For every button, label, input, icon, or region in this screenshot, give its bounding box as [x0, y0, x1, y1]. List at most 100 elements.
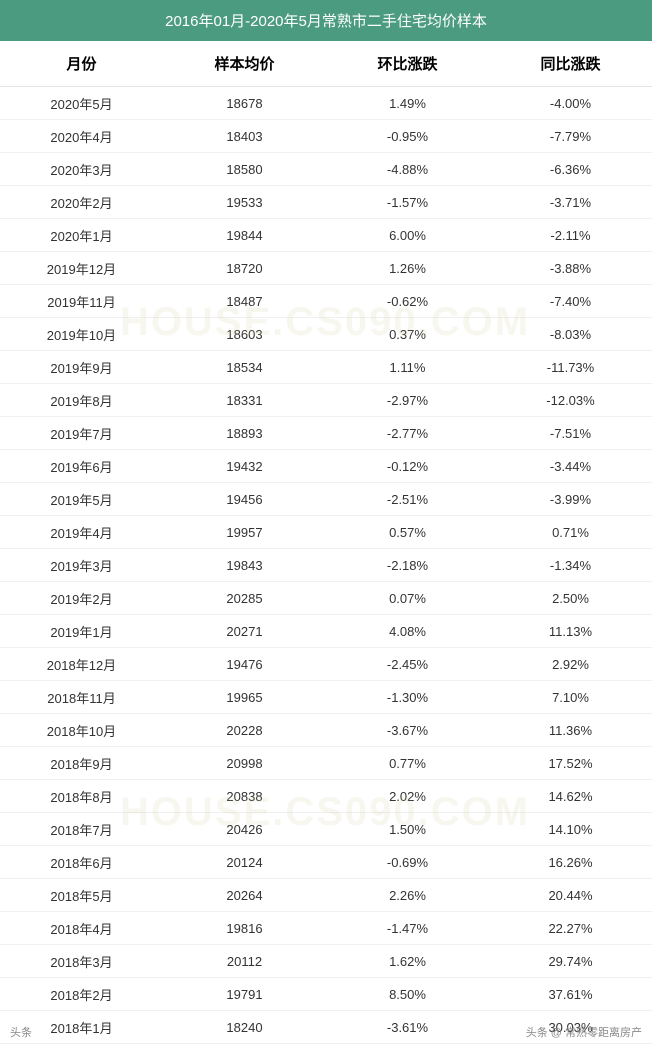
table-cell: -2.18% [326, 549, 489, 582]
table-row: 2020年3月18580-4.88%-6.36% [0, 153, 652, 186]
table-cell: 1.50% [326, 813, 489, 846]
table-cell: 29.74% [489, 945, 652, 978]
table-row: 2019年3月19843-2.18%-1.34% [0, 549, 652, 582]
table-row: 2018年7月204261.50%14.10% [0, 813, 652, 846]
table-cell: 2019年6月 [0, 450, 163, 483]
table-cell: 2019年11月 [0, 285, 163, 318]
table-cell: 2.50% [489, 582, 652, 615]
table-cell: 0.37% [326, 318, 489, 351]
table-row: 2018年11月19965-1.30%7.10% [0, 681, 652, 714]
table-cell: -8.03% [489, 318, 652, 351]
table-row: 2018年10月20228-3.67%11.36% [0, 714, 652, 747]
table-cell: 19456 [163, 483, 326, 516]
table-cell: 19476 [163, 648, 326, 681]
col-yoy: 同比涨跌 [489, 41, 652, 87]
table-cell: 2019年3月 [0, 549, 163, 582]
table-container: 2016年01月-2020年5月常熟市二手住宅均价样本 月份 样本均价 环比涨跌… [0, 0, 652, 1044]
table-cell: 18331 [163, 384, 326, 417]
table-cell: 2018年6月 [0, 846, 163, 879]
col-price: 样本均价 [163, 41, 326, 87]
table-row: 2019年8月18331-2.97%-12.03% [0, 384, 652, 417]
table-cell: 19957 [163, 516, 326, 549]
table-cell: -12.03% [489, 384, 652, 417]
table-cell: 2019年10月 [0, 318, 163, 351]
footer-attribution: 头条 @ 常熟零距离房产 [526, 1024, 642, 1040]
table-cell: -7.40% [489, 285, 652, 318]
table-cell: 4.08% [326, 615, 489, 648]
table-cell: 19816 [163, 912, 326, 945]
table-row: 2019年4月199570.57%0.71% [0, 516, 652, 549]
table-cell: 6.00% [326, 219, 489, 252]
table-cell: 8.50% [326, 978, 489, 1011]
table-cell: 2020年5月 [0, 87, 163, 120]
table-cell: 18893 [163, 417, 326, 450]
table-cell: 20228 [163, 714, 326, 747]
table-cell: 2.02% [326, 780, 489, 813]
table-cell: 2018年10月 [0, 714, 163, 747]
table-cell: 20124 [163, 846, 326, 879]
price-table: 月份 样本均价 环比涨跌 同比涨跌 2020年5月186781.49%-4.00… [0, 41, 652, 1044]
table-row: 2018年6月20124-0.69%16.26% [0, 846, 652, 879]
table-cell: 0.57% [326, 516, 489, 549]
table-cell: -3.44% [489, 450, 652, 483]
table-cell: 2020年1月 [0, 219, 163, 252]
table-cell: 2019年4月 [0, 516, 163, 549]
table-title: 2016年01月-2020年5月常熟市二手住宅均价样本 [0, 0, 652, 41]
table-cell: 22.27% [489, 912, 652, 945]
table-cell: -3.71% [489, 186, 652, 219]
table-cell: 16.26% [489, 846, 652, 879]
table-cell: 20264 [163, 879, 326, 912]
table-body: 2020年5月186781.49%-4.00%2020年4月18403-0.95… [0, 87, 652, 1044]
table-cell: -6.36% [489, 153, 652, 186]
table-cell: 20271 [163, 615, 326, 648]
table-cell: -1.30% [326, 681, 489, 714]
table-cell: 2018年9月 [0, 747, 163, 780]
table-row: 2019年11月18487-0.62%-7.40% [0, 285, 652, 318]
table-cell: 2020年3月 [0, 153, 163, 186]
table-row: 2019年10月186030.37%-8.03% [0, 318, 652, 351]
table-row: 2018年8月208382.02%14.62% [0, 780, 652, 813]
table-cell: 14.10% [489, 813, 652, 846]
table-cell: 1.62% [326, 945, 489, 978]
table-cell: -2.77% [326, 417, 489, 450]
table-row: 2018年12月19476-2.45%2.92% [0, 648, 652, 681]
table-cell: -4.88% [326, 153, 489, 186]
table-cell: 0.77% [326, 747, 489, 780]
table-cell: -7.51% [489, 417, 652, 450]
table-cell: 0.07% [326, 582, 489, 615]
table-cell: 18580 [163, 153, 326, 186]
table-row: 2019年5月19456-2.51%-3.99% [0, 483, 652, 516]
table-cell: 18603 [163, 318, 326, 351]
table-cell: 2019年2月 [0, 582, 163, 615]
table-cell: -3.99% [489, 483, 652, 516]
table-cell: 2018年2月 [0, 978, 163, 1011]
table-cell: 17.52% [489, 747, 652, 780]
table-cell: 19965 [163, 681, 326, 714]
table-cell: -11.73% [489, 351, 652, 384]
table-cell: 7.10% [489, 681, 652, 714]
table-cell: -1.47% [326, 912, 489, 945]
table-cell: -0.62% [326, 285, 489, 318]
table-cell: 18487 [163, 285, 326, 318]
table-cell: 2.26% [326, 879, 489, 912]
table-cell: -2.51% [326, 483, 489, 516]
table-cell: 20998 [163, 747, 326, 780]
col-month: 月份 [0, 41, 163, 87]
table-cell: 19432 [163, 450, 326, 483]
header-row: 月份 样本均价 环比涨跌 同比涨跌 [0, 41, 652, 87]
table-cell: -2.97% [326, 384, 489, 417]
table-row: 2019年2月202850.07%2.50% [0, 582, 652, 615]
table-cell: 20112 [163, 945, 326, 978]
table-cell: 37.61% [489, 978, 652, 1011]
table-cell: 2019年8月 [0, 384, 163, 417]
table-row: 2018年3月201121.62%29.74% [0, 945, 652, 978]
table-row: 2020年2月19533-1.57%-3.71% [0, 186, 652, 219]
table-cell: 2018年8月 [0, 780, 163, 813]
table-cell: -7.79% [489, 120, 652, 153]
table-cell: 11.13% [489, 615, 652, 648]
table-cell: 18720 [163, 252, 326, 285]
table-row: 2019年6月19432-0.12%-3.44% [0, 450, 652, 483]
table-cell: -0.95% [326, 120, 489, 153]
table-cell: 2020年4月 [0, 120, 163, 153]
table-header: 月份 样本均价 环比涨跌 同比涨跌 [0, 41, 652, 87]
